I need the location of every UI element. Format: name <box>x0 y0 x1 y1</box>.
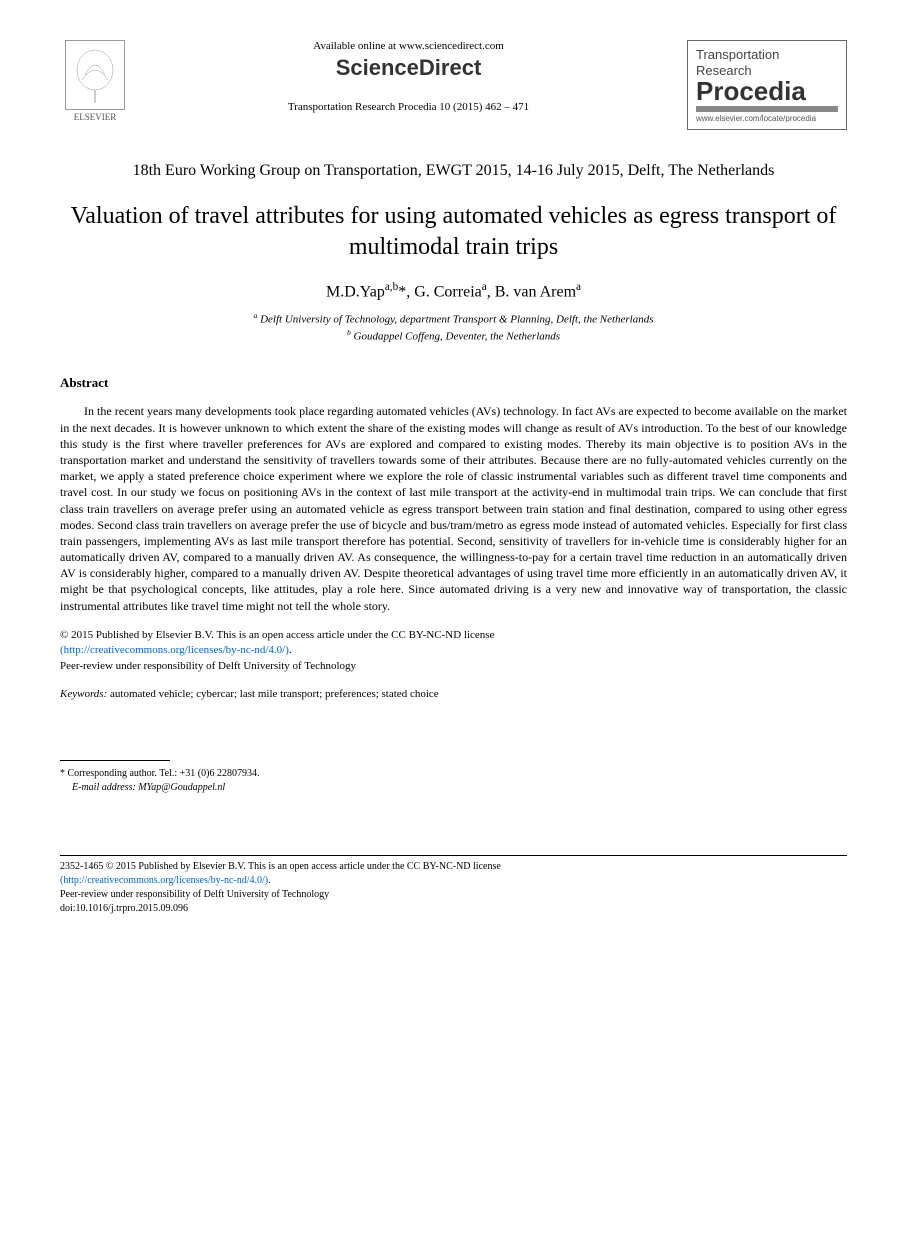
keywords-text: automated vehicle; cybercar; last mile t… <box>107 688 438 700</box>
license-peer-review: Peer-review under responsibility of Delf… <box>60 660 356 672</box>
elsevier-tree-icon <box>65 40 125 110</box>
footer-license-link[interactable]: (http://creativecommons.org/licenses/by-… <box>60 875 268 886</box>
page-footer: 2352-1465 © 2015 Published by Elsevier B… <box>60 860 847 916</box>
footnote-separator <box>60 760 170 761</box>
abstract-heading: Abstract <box>60 375 847 391</box>
license-link[interactable]: (http://creativecommons.org/licenses/by-… <box>60 644 289 656</box>
affiliation-a: a Delft University of Technology, depart… <box>60 311 847 328</box>
sciencedirect-logo: ScienceDirect <box>150 55 667 81</box>
corresponding-email: E-mail address: MYap@Goudappel.nl <box>60 781 847 795</box>
elsevier-label: ELSEVIER <box>60 112 130 122</box>
procedia-logo: Transportation Research Procedia www.els… <box>687 40 847 130</box>
footer-issn: 2352-1465 © 2015 Published by Elsevier B… <box>60 861 501 872</box>
article-title: Valuation of travel attributes for using… <box>60 201 847 263</box>
elsevier-logo: ELSEVIER <box>60 40 130 122</box>
license-line1: © 2015 Published by Elsevier B.V. This i… <box>60 629 494 641</box>
keywords-label: Keywords: <box>60 688 107 700</box>
corresponding-author: * Corresponding author. Tel.: +31 (0)6 2… <box>60 767 847 781</box>
available-online-text: Available online at www.sciencedirect.co… <box>150 40 667 52</box>
affiliations: a Delft University of Technology, depart… <box>60 311 847 345</box>
corresponding-author-footnote: * Corresponding author. Tel.: +31 (0)6 2… <box>60 767 847 795</box>
procedia-line1: Transportation <box>696 47 838 63</box>
journal-reference: Transportation Research Procedia 10 (201… <box>150 101 667 113</box>
affiliation-b: b Goudappel Coffeng, Deventer, the Nethe… <box>60 328 847 345</box>
authors: M.D.Yapa,b*, G. Correiaa, B. van Arema <box>60 281 847 301</box>
footer-peer-review: Peer-review under responsibility of Delf… <box>60 889 329 900</box>
procedia-url: www.elsevier.com/locate/procedia <box>696 114 838 123</box>
center-header: Available online at www.sciencedirect.co… <box>130 40 687 113</box>
footer-doi: doi:10.1016/j.trpro.2015.09.096 <box>60 903 188 914</box>
footer-separator <box>60 855 847 856</box>
procedia-big: Procedia <box>696 78 838 112</box>
abstract-body: In the recent years many developments to… <box>60 403 847 613</box>
license-block: © 2015 Published by Elsevier B.V. This i… <box>60 628 847 674</box>
header-row: ELSEVIER Available online at www.science… <box>60 40 847 130</box>
keywords: Keywords: automated vehicle; cybercar; l… <box>60 688 847 700</box>
sd-direct: Direct <box>419 55 481 80</box>
sd-science: Science <box>336 55 419 80</box>
conference-info: 18th Euro Working Group on Transportatio… <box>60 160 847 182</box>
